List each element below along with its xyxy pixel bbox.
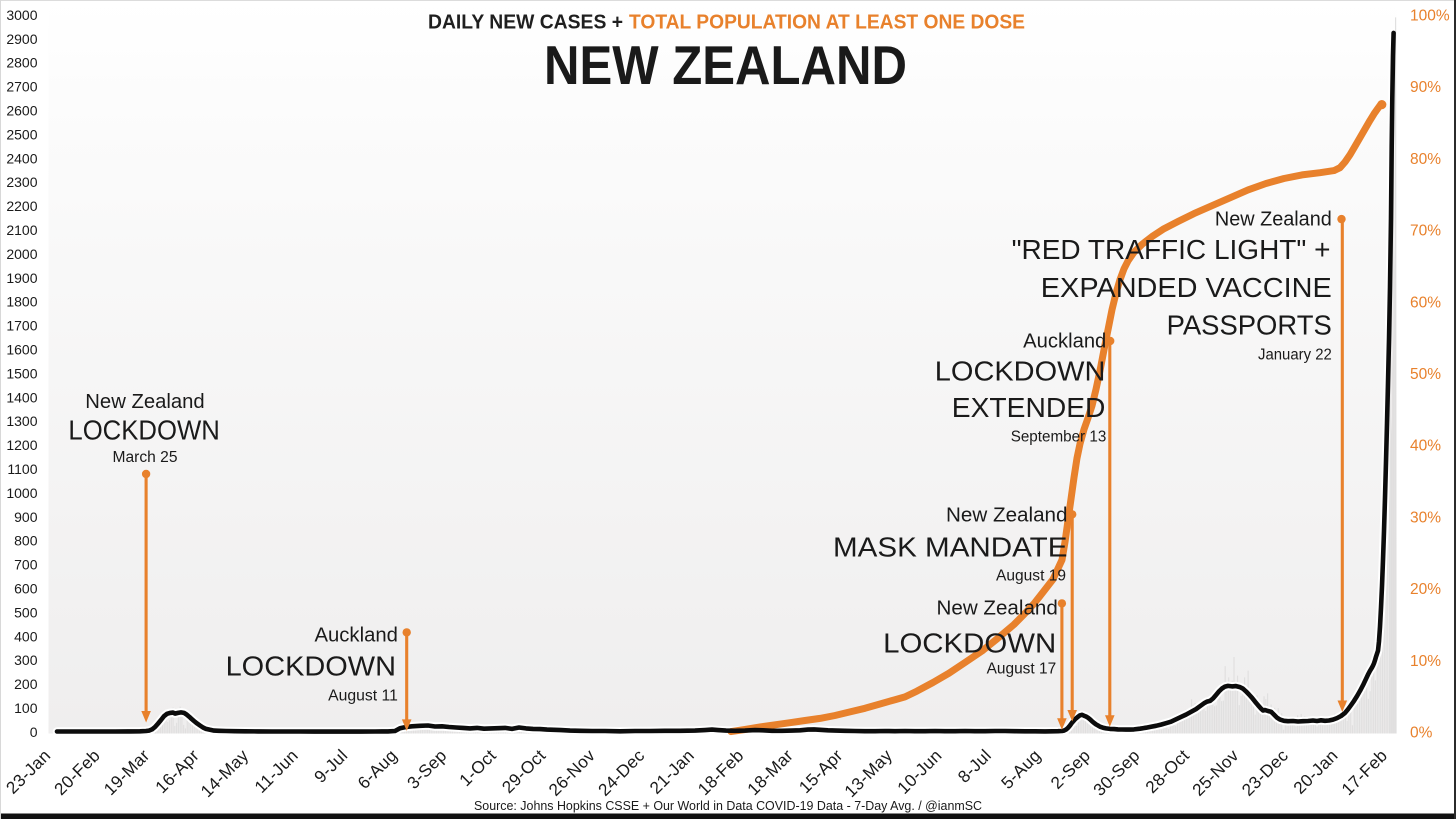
svg-text:21-Jan: 21-Jan xyxy=(645,745,698,798)
svg-text:2-Sep: 2-Sep xyxy=(1046,745,1094,793)
svg-text:NEW ZEALAND: NEW ZEALAND xyxy=(544,34,907,96)
svg-text:30%: 30% xyxy=(1410,509,1441,526)
svg-text:100%: 100% xyxy=(1410,8,1450,25)
svg-text:Source: Johns Hopkins CSSE + O: Source: Johns Hopkins CSSE + Our World i… xyxy=(474,798,982,813)
svg-text:2700: 2700 xyxy=(6,79,37,95)
svg-text:14-May: 14-May xyxy=(196,745,252,801)
svg-text:20-Jan: 20-Jan xyxy=(1289,745,1342,798)
svg-text:20%: 20% xyxy=(1410,581,1441,598)
svg-text:18-Feb: 18-Feb xyxy=(694,745,748,799)
svg-text:2400: 2400 xyxy=(6,150,37,166)
svg-text:25-Nov: 25-Nov xyxy=(1188,745,1243,800)
svg-text:60%: 60% xyxy=(1410,294,1441,311)
svg-text:2500: 2500 xyxy=(6,126,37,142)
svg-text:2300: 2300 xyxy=(6,174,37,190)
svg-text:70%: 70% xyxy=(1410,223,1441,240)
svg-text:LOCKDOWN: LOCKDOWN xyxy=(883,628,1056,659)
svg-text:2800: 2800 xyxy=(6,55,37,71)
svg-text:August 19: August 19 xyxy=(996,568,1066,585)
svg-text:24-Dec: 24-Dec xyxy=(594,745,649,800)
svg-text:200: 200 xyxy=(14,676,38,692)
svg-text:20-Feb: 20-Feb xyxy=(50,745,104,799)
svg-text:28-Oct: 28-Oct xyxy=(1141,745,1193,797)
svg-text:30-Sep: 30-Sep xyxy=(1089,745,1144,800)
svg-text:New Zealand: New Zealand xyxy=(946,504,1068,526)
svg-text:1100: 1100 xyxy=(7,461,37,477)
svg-text:DAILY NEW CASES +: DAILY NEW CASES + xyxy=(428,11,623,34)
svg-text:LOCKDOWN: LOCKDOWN xyxy=(68,415,219,446)
svg-text:New Zealand: New Zealand xyxy=(937,598,1058,620)
svg-text:400: 400 xyxy=(14,628,38,644)
svg-text:700: 700 xyxy=(14,557,38,573)
svg-text:15-Apr: 15-Apr xyxy=(795,745,847,797)
svg-text:New Zealand: New Zealand xyxy=(1215,208,1332,230)
svg-text:13-May: 13-May xyxy=(840,745,896,801)
svg-text:2600: 2600 xyxy=(6,103,37,119)
svg-text:19-Mar: 19-Mar xyxy=(100,745,154,799)
svg-text:2200: 2200 xyxy=(6,198,37,214)
svg-text:16-Apr: 16-Apr xyxy=(151,745,203,797)
svg-text:1800: 1800 xyxy=(6,294,37,310)
svg-text:90%: 90% xyxy=(1410,79,1441,96)
svg-text:0: 0 xyxy=(30,724,38,740)
svg-text:"RED TRAFFIC LIGHT" +: "RED TRAFFIC LIGHT" + xyxy=(1012,234,1331,265)
svg-text:300: 300 xyxy=(14,652,38,668)
svg-text:August 11: August 11 xyxy=(328,688,398,705)
svg-text:600: 600 xyxy=(14,581,38,597)
svg-text:10-Jun: 10-Jun xyxy=(893,745,946,798)
svg-text:March 25: March 25 xyxy=(113,449,178,466)
svg-text:August 17: August 17 xyxy=(987,661,1057,678)
svg-text:23-Jan: 23-Jan xyxy=(2,745,55,798)
svg-text:100: 100 xyxy=(14,700,38,716)
svg-text:1200: 1200 xyxy=(6,437,37,453)
svg-text:6-Aug: 6-Aug xyxy=(353,745,401,793)
svg-text:18-Mar: 18-Mar xyxy=(743,745,797,799)
svg-text:17-Feb: 17-Feb xyxy=(1337,745,1391,799)
svg-text:1300: 1300 xyxy=(6,413,37,429)
svg-text:January 22: January 22 xyxy=(1258,346,1332,363)
svg-text:0%: 0% xyxy=(1410,725,1433,742)
svg-text:5-Aug: 5-Aug xyxy=(997,745,1045,793)
svg-text:50%: 50% xyxy=(1410,366,1441,383)
svg-text:2000: 2000 xyxy=(6,246,37,262)
svg-text:26-Nov: 26-Nov xyxy=(544,745,599,800)
svg-text:1400: 1400 xyxy=(6,389,37,405)
svg-text:EXPANDED VACCINE: EXPANDED VACCINE xyxy=(1041,272,1332,303)
svg-text:9-Jul: 9-Jul xyxy=(310,745,352,787)
svg-text:1600: 1600 xyxy=(6,342,37,358)
svg-text:10%: 10% xyxy=(1410,653,1441,670)
svg-text:3-Sep: 3-Sep xyxy=(403,745,451,793)
svg-text:TOTAL POPULATION AT LEAST ONE: TOTAL POPULATION AT LEAST ONE DOSE xyxy=(629,11,1025,34)
svg-text:1000: 1000 xyxy=(6,485,37,501)
svg-text:23-Dec: 23-Dec xyxy=(1238,745,1293,800)
svg-text:500: 500 xyxy=(14,604,38,620)
svg-text:800: 800 xyxy=(14,533,38,549)
svg-text:11-Jun: 11-Jun xyxy=(250,745,302,797)
svg-text:September 13: September 13 xyxy=(1011,429,1107,446)
svg-text:EXTENDED: EXTENDED xyxy=(952,392,1106,423)
svg-text:1-Oct: 1-Oct xyxy=(455,745,500,790)
svg-text:3000: 3000 xyxy=(6,7,37,23)
svg-text:1900: 1900 xyxy=(6,270,37,286)
svg-text:900: 900 xyxy=(14,509,38,525)
svg-text:LOCKDOWN: LOCKDOWN xyxy=(935,355,1106,386)
svg-text:LOCKDOWN: LOCKDOWN xyxy=(226,651,396,682)
svg-text:2100: 2100 xyxy=(6,222,37,238)
svg-text:Auckland: Auckland xyxy=(315,625,398,647)
svg-text:29-Oct: 29-Oct xyxy=(498,745,550,797)
svg-text:1500: 1500 xyxy=(6,365,37,381)
svg-text:8-Jul: 8-Jul xyxy=(954,745,996,787)
svg-text:40%: 40% xyxy=(1410,438,1441,455)
svg-text:80%: 80% xyxy=(1410,151,1441,168)
svg-text:PASSPORTS: PASSPORTS xyxy=(1167,309,1332,340)
svg-text:MASK MANDATE: MASK MANDATE xyxy=(833,532,1068,563)
svg-text:Auckland: Auckland xyxy=(1023,331,1106,353)
svg-text:1700: 1700 xyxy=(6,318,37,334)
svg-text:New Zealand: New Zealand xyxy=(85,391,204,413)
svg-text:2900: 2900 xyxy=(6,31,37,47)
